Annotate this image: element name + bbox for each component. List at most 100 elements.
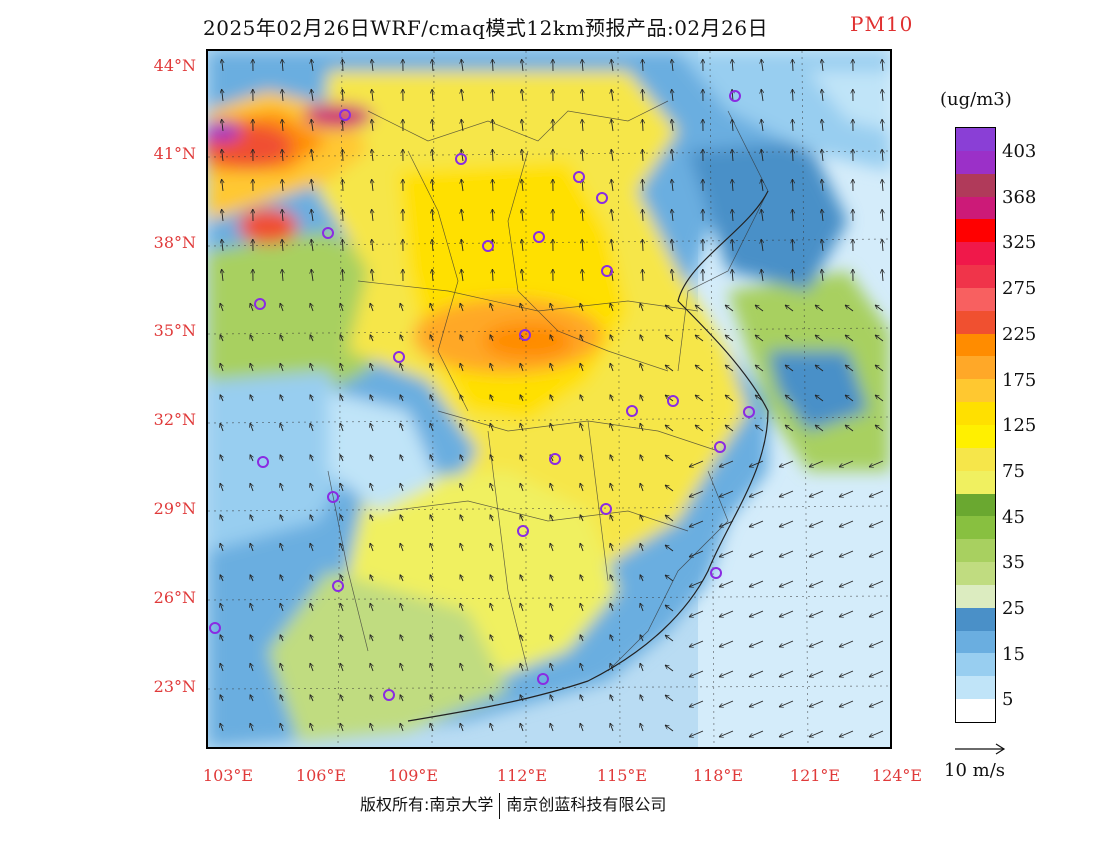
wind-arrow — [882, 119, 883, 132]
wind-arrow — [490, 635, 493, 642]
wind-arrow — [310, 635, 313, 642]
lat-label: 29°N — [153, 499, 196, 518]
wind-arrow — [430, 663, 433, 672]
wind-arrow — [672, 119, 673, 132]
wind-arrow — [340, 723, 343, 732]
wind-arrow — [432, 269, 433, 282]
wind-arrow — [689, 730, 704, 737]
wind-arrow — [492, 179, 493, 192]
wind-arrow — [610, 723, 613, 732]
wind-arrow — [460, 543, 463, 552]
wind-arrow — [310, 543, 313, 552]
legend-swatch — [956, 150, 995, 175]
wind-arrow — [220, 695, 223, 702]
wind-arrow — [755, 335, 764, 342]
wind-arrow — [582, 89, 583, 102]
legend-swatch — [956, 539, 995, 563]
wind-arrow — [695, 305, 704, 312]
forecast-map[interactable] — [206, 49, 892, 749]
wind-arrow — [280, 663, 283, 672]
wind-arrow — [400, 455, 403, 462]
wind-arrow — [869, 460, 884, 467]
wind-arrow — [642, 209, 643, 222]
wind-arrow — [642, 269, 643, 282]
wind-arrow — [749, 610, 764, 617]
wind-arrow — [490, 663, 493, 672]
wind-arrow — [845, 305, 854, 312]
wind-arrow — [582, 239, 583, 252]
wind-arrow — [882, 269, 883, 282]
legend-label: 225 — [1002, 323, 1037, 345]
wind-arrow — [520, 483, 523, 492]
wind-arrow — [522, 149, 523, 162]
wind-arrow — [611, 179, 613, 192]
wind-arrow — [665, 575, 674, 582]
wind-arrow — [725, 305, 734, 312]
station-marker — [549, 453, 561, 465]
legend-label: 75 — [1002, 460, 1025, 482]
wind-arrow — [372, 89, 373, 102]
wind-arrow — [400, 603, 403, 612]
map-graphic — [208, 51, 890, 747]
legend-swatch — [956, 310, 995, 335]
wind-arrow — [340, 663, 343, 672]
wind-arrow — [761, 239, 763, 252]
wind-arrow — [640, 303, 643, 312]
wind-arrow — [250, 603, 253, 612]
wind-arrow — [580, 543, 583, 552]
wind-arrow — [640, 483, 643, 492]
wind-arrow — [689, 490, 704, 497]
wind-arrow — [755, 365, 764, 372]
wind-arrow — [400, 515, 403, 522]
wind-arrow — [460, 335, 463, 342]
wind-arrow — [761, 179, 763, 192]
wind-vectors — [220, 59, 883, 737]
wind-arrow — [732, 119, 733, 132]
wind-arrow — [280, 575, 283, 582]
wind-arrow — [640, 575, 643, 582]
wind-arrow — [340, 515, 343, 522]
wind-arrow — [755, 425, 764, 432]
wind-arrow — [430, 423, 433, 432]
wind-arrow — [610, 335, 613, 342]
wind-arrow — [220, 575, 223, 582]
legend-label: 25 — [1002, 598, 1025, 619]
wind-arrow — [550, 663, 553, 672]
wind-arrow — [822, 119, 823, 132]
wind-arrow — [882, 209, 883, 222]
wind-arrow — [785, 395, 794, 402]
station-marker — [254, 298, 266, 310]
legend-label: 325 — [1002, 232, 1037, 254]
wind-arrow — [749, 700, 764, 707]
wind-arrow — [550, 695, 553, 702]
wind-arrow — [672, 179, 673, 192]
wind-arrow — [550, 483, 553, 492]
wind-arrow — [370, 695, 373, 702]
wind-arrow — [370, 635, 373, 642]
wind-arrow — [370, 363, 373, 372]
wind-arrow — [370, 575, 373, 582]
wind-arrow — [839, 550, 854, 557]
wind-arrow — [280, 515, 283, 522]
wind-arrow — [640, 335, 643, 342]
wind-arrow — [222, 179, 223, 192]
wind-arrow — [520, 603, 523, 612]
wind-arrow — [250, 455, 253, 462]
wind-arrow — [520, 423, 523, 432]
wind-arrow — [432, 179, 433, 192]
wind-arrow — [430, 363, 433, 372]
lon-label: 118°E — [692, 766, 744, 785]
wind-arrow — [689, 700, 704, 707]
wind-arrow — [839, 670, 854, 677]
wind-arrow — [695, 365, 704, 372]
wind-arrow — [400, 335, 403, 342]
wind-reference-label: 10 m/s — [944, 760, 1005, 781]
legend-swatch — [956, 333, 995, 357]
wind-arrow — [430, 575, 433, 582]
wind-arrow — [490, 575, 493, 582]
wind-arrow — [610, 603, 613, 612]
legend-swatch — [956, 379, 995, 403]
wind-arrow — [839, 610, 854, 617]
wind-arrow — [779, 490, 794, 497]
wind-arrow — [250, 515, 253, 522]
